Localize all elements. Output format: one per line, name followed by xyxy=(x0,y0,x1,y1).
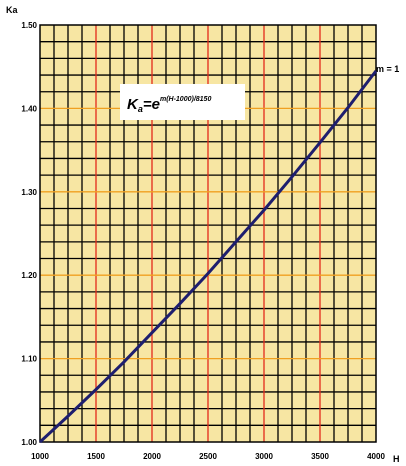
x-tick-label: 2000 xyxy=(143,452,161,461)
formula-text: Ka=em(H-1000)/8150 xyxy=(127,96,211,114)
series-line-m1 xyxy=(38,69,378,444)
x-tick-labels: 1000 1500 2000 2500 3000 3500 4000 xyxy=(31,452,385,461)
y-tick-labels: 1.00 1.10 1.20 1.30 1.40 1.50 xyxy=(21,21,37,447)
y-tick-label: 1.40 xyxy=(21,104,37,113)
y-tick-label: 1.10 xyxy=(21,355,37,364)
formula-box: Ka=em(H-1000)/8150 xyxy=(120,84,245,120)
y-tick-label: 1.20 xyxy=(21,271,37,280)
x-tick-label: 1500 xyxy=(87,452,105,461)
y-tick-label: 1.50 xyxy=(21,21,37,30)
x-tick-label: 3500 xyxy=(311,452,329,461)
x-tick-label: 1000 xyxy=(31,452,49,461)
x-tick-label: 2500 xyxy=(199,452,217,461)
series-label-m1: m = 1 xyxy=(376,64,399,74)
y-tick-label: 1.00 xyxy=(21,438,37,447)
x-tick-label: 4000 xyxy=(367,452,385,461)
x-axis-title: H xyxy=(393,454,400,464)
formula-subscript: a xyxy=(138,104,143,114)
y-tick-label: 1.30 xyxy=(21,188,37,197)
x-tick-label: 3000 xyxy=(255,452,273,461)
formula-base: K xyxy=(127,96,139,113)
formula-exponent: m(H-1000)/8150 xyxy=(160,96,211,103)
plot-frame xyxy=(39,24,377,443)
formula-background xyxy=(120,84,245,120)
formula-equals: =e xyxy=(143,96,160,113)
y-axis-title: Ka xyxy=(6,5,18,15)
